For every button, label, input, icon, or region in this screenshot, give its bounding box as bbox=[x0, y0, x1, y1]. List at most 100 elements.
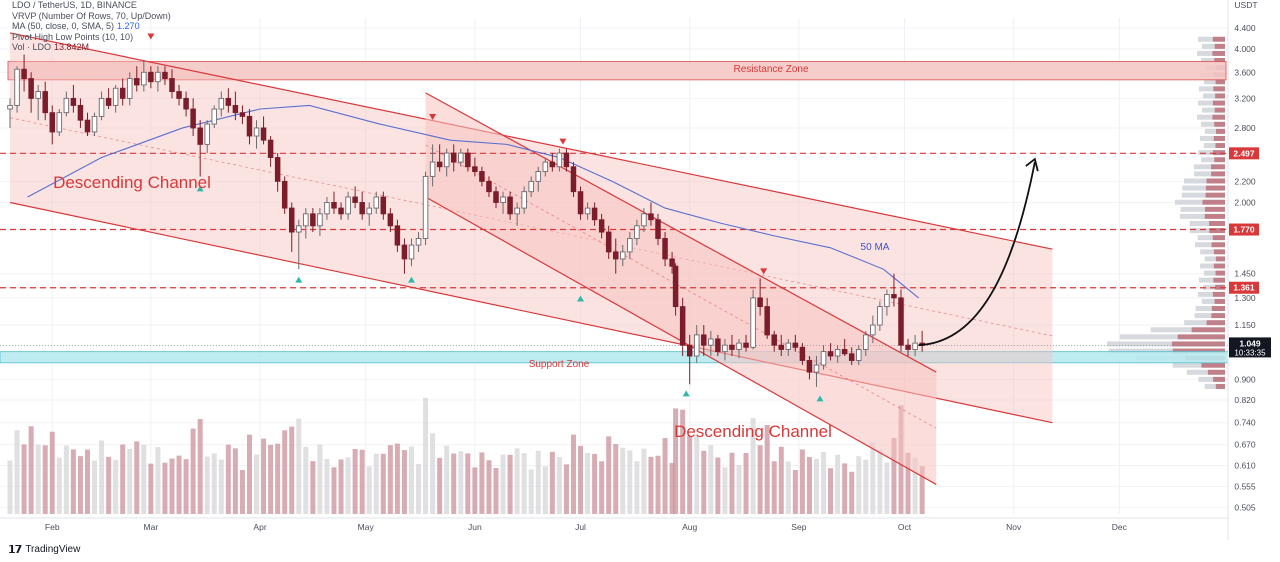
candle-body[interactable] bbox=[634, 225, 640, 239]
candle-body[interactable] bbox=[422, 175, 429, 239]
candle-body[interactable] bbox=[493, 191, 499, 203]
candle-body[interactable] bbox=[472, 166, 478, 172]
candle-body[interactable] bbox=[736, 342, 742, 350]
candle-body[interactable] bbox=[722, 344, 728, 353]
candle-body[interactable] bbox=[750, 297, 756, 348]
candle-body[interactable] bbox=[246, 115, 253, 137]
candle-body[interactable] bbox=[28, 78, 34, 99]
candle-body[interactable] bbox=[352, 196, 358, 203]
candle-body[interactable] bbox=[380, 196, 387, 215]
candle-body[interactable] bbox=[204, 123, 210, 145]
tradingview-brand[interactable]: 𝟭𝟳 TradingView bbox=[8, 543, 80, 556]
candle-body[interactable] bbox=[260, 127, 267, 141]
candle-body[interactable] bbox=[672, 265, 679, 308]
candle-body[interactable] bbox=[834, 349, 841, 357]
candle-body[interactable] bbox=[98, 97, 105, 117]
candle-body[interactable] bbox=[429, 161, 436, 177]
candle-body[interactable] bbox=[891, 294, 897, 299]
candle-body[interactable] bbox=[126, 78, 133, 99]
candle-body[interactable] bbox=[792, 342, 799, 348]
candle-body[interactable] bbox=[827, 351, 834, 357]
candle-body[interactable] bbox=[549, 161, 556, 168]
candle-body[interactable] bbox=[729, 344, 735, 350]
candle-body[interactable] bbox=[324, 202, 330, 215]
candle-body[interactable] bbox=[296, 225, 302, 233]
candle-body[interactable] bbox=[225, 97, 232, 106]
candle-body[interactable] bbox=[366, 207, 372, 215]
candle-body[interactable] bbox=[627, 238, 633, 253]
candle-body[interactable] bbox=[715, 338, 721, 353]
candle-body[interactable] bbox=[253, 127, 260, 137]
candle-body[interactable] bbox=[401, 244, 408, 260]
candle-body[interactable] bbox=[757, 297, 763, 308]
candle-body[interactable] bbox=[281, 180, 288, 209]
candle-body[interactable] bbox=[63, 97, 70, 114]
chart-legend[interactable]: LDO / TetherUS, 1D, BINANCE VRVP (Number… bbox=[12, 0, 171, 53]
candle-body[interactable] bbox=[408, 244, 415, 260]
candle-body[interactable] bbox=[584, 207, 591, 215]
candle-body[interactable] bbox=[415, 238, 422, 246]
candle-body[interactable] bbox=[267, 139, 274, 158]
candle-body[interactable] bbox=[507, 196, 513, 215]
candle-body[interactable] bbox=[317, 213, 323, 227]
candle-body[interactable] bbox=[197, 127, 203, 145]
candle-body[interactable] bbox=[84, 119, 91, 133]
candle-body[interactable] bbox=[500, 196, 506, 203]
candle-body[interactable] bbox=[436, 161, 443, 168]
candle-body[interactable] bbox=[701, 334, 707, 346]
candle-body[interactable] bbox=[898, 297, 904, 346]
candles[interactable] bbox=[7, 54, 925, 387]
candle-body[interactable] bbox=[655, 219, 661, 239]
candle-body[interactable] bbox=[112, 87, 119, 106]
candle-body[interactable] bbox=[211, 108, 218, 125]
candle-body[interactable] bbox=[232, 104, 239, 114]
candle-body[interactable] bbox=[806, 360, 813, 373]
candle-body[interactable] bbox=[528, 180, 534, 193]
candle-body[interactable] bbox=[848, 353, 855, 361]
candle-body[interactable] bbox=[486, 180, 492, 193]
candle-body[interactable] bbox=[870, 324, 876, 336]
candle-body[interactable] bbox=[303, 213, 309, 227]
candle-body[interactable] bbox=[239, 112, 246, 117]
candle-body[interactable] bbox=[70, 97, 77, 106]
candle-body[interactable] bbox=[591, 207, 598, 221]
candle-body[interactable] bbox=[141, 71, 147, 86]
candle-body[interactable] bbox=[620, 251, 626, 260]
candle-body[interactable] bbox=[21, 68, 27, 79]
candle-body[interactable] bbox=[514, 207, 520, 215]
candle-body[interactable] bbox=[813, 364, 820, 373]
candle-body[interactable] bbox=[162, 71, 168, 79]
candle-body[interactable] bbox=[465, 152, 471, 168]
candle-body[interactable] bbox=[669, 258, 675, 267]
candle-body[interactable] bbox=[310, 213, 316, 227]
candle-body[interactable] bbox=[605, 231, 612, 253]
x-axis[interactable]: Feb Mar Apr May Jun Jul Aug Sep Oct Nov Dec bbox=[0, 517, 1228, 532]
candle-body[interactable] bbox=[570, 166, 577, 193]
candle-body[interactable] bbox=[863, 334, 869, 350]
candle-body[interactable] bbox=[884, 294, 890, 308]
candle-body[interactable] bbox=[49, 112, 56, 133]
candle-body[interactable] bbox=[686, 344, 693, 357]
candle-body[interactable] bbox=[91, 115, 98, 133]
candle-body[interactable] bbox=[119, 87, 126, 99]
candle-body[interactable] bbox=[708, 338, 714, 346]
candle-body[interactable] bbox=[841, 349, 848, 355]
candle-body[interactable] bbox=[14, 68, 20, 106]
candle-body[interactable] bbox=[912, 342, 918, 350]
candle-body[interactable] bbox=[155, 71, 161, 83]
candle-body[interactable] bbox=[641, 213, 647, 227]
candle-body[interactable] bbox=[743, 342, 749, 348]
candle-body[interactable] bbox=[556, 152, 563, 168]
candle-body[interactable] bbox=[905, 344, 911, 350]
candle-body[interactable] bbox=[387, 213, 394, 227]
candle-body[interactable] bbox=[521, 191, 527, 209]
candle-body[interactable] bbox=[799, 346, 806, 361]
candle-body[interactable] bbox=[598, 219, 605, 233]
candle-body[interactable] bbox=[679, 306, 686, 346]
candle-body[interactable] bbox=[820, 351, 827, 366]
candle-body[interactable] bbox=[288, 207, 295, 233]
candle-body[interactable] bbox=[105, 97, 112, 106]
candle-body[interactable] bbox=[183, 97, 189, 110]
candle-body[interactable] bbox=[764, 306, 770, 336]
candle-body[interactable] bbox=[345, 196, 351, 215]
